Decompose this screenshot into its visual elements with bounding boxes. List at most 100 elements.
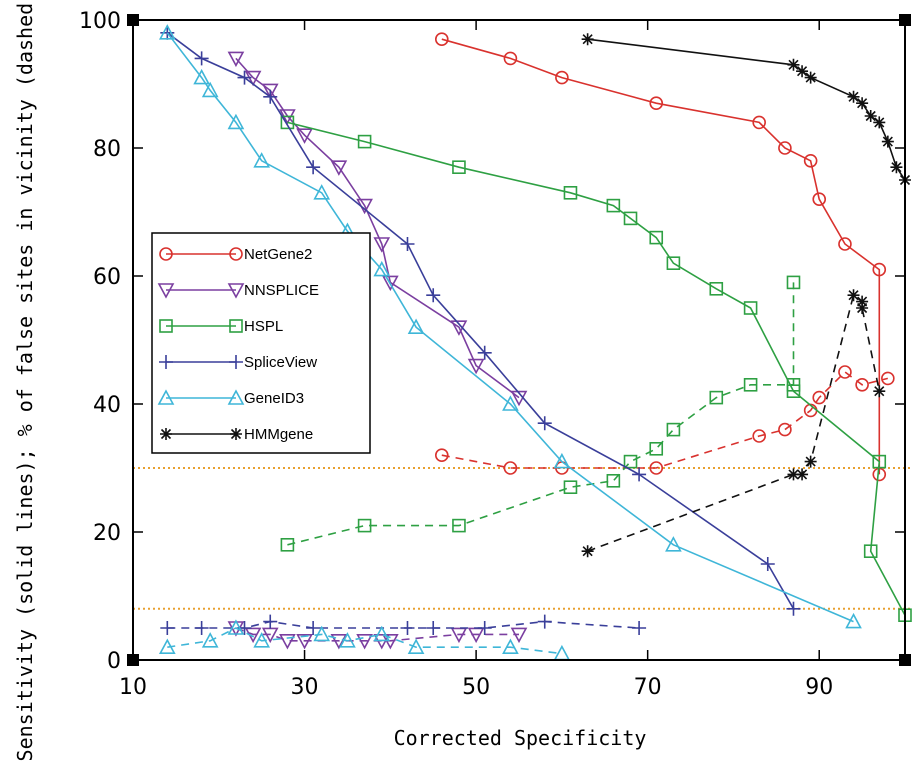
data-point: [787, 468, 800, 481]
data-point: [373, 237, 391, 253]
data-point: [553, 452, 571, 469]
legend-label: NNSPLICE: [244, 282, 319, 299]
data-point: [253, 152, 271, 168]
x-tick-label: 30: [291, 675, 319, 700]
data-point: [477, 621, 492, 635]
data-point: [864, 110, 877, 122]
series-line-hspl-solid: [287, 121, 906, 616]
data-point: [863, 544, 878, 559]
data-point: [606, 473, 621, 488]
y-tick-label: 0: [107, 649, 121, 674]
series-geneid3: [158, 24, 862, 661]
data-point: [467, 358, 485, 375]
data-point: [581, 545, 594, 558]
data-point: [201, 632, 219, 648]
data-point: [159, 247, 173, 261]
y-tick-label: 100: [79, 9, 121, 34]
data-point: [253, 632, 271, 648]
y-axis-title: Sensitivity (solid lines); % of false si…: [13, 0, 37, 761]
series-line-hspl-dashed: [287, 282, 795, 546]
data-point: [752, 429, 766, 443]
data-point: [227, 619, 245, 635]
data-point: [227, 51, 245, 68]
data-point: [803, 154, 818, 168]
legend-label: GeneID3: [244, 390, 304, 407]
series-line-netgene2-solid: [441, 38, 881, 475]
data-point: [160, 621, 175, 635]
legend-label: HSPL: [244, 318, 283, 335]
legend-label: HMMgene: [244, 426, 313, 443]
data-point: [452, 518, 466, 533]
data-point: [632, 621, 647, 635]
data-point: [357, 134, 372, 149]
data-point: [890, 161, 903, 174]
data-point: [227, 389, 245, 405]
data-point: [855, 377, 869, 392]
data-point: [623, 211, 638, 226]
data-point: [194, 51, 209, 66]
data-point: [296, 633, 313, 650]
data-point: [881, 135, 894, 148]
data-point: [157, 283, 175, 299]
data-point: [157, 389, 175, 405]
data-point: [356, 633, 373, 650]
legend-item-geneid3: GeneID3: [157, 389, 304, 407]
data-point: [400, 621, 415, 635]
data-point: [555, 70, 569, 85]
data-point: [778, 422, 792, 437]
data-point: [263, 89, 278, 104]
series-line-nnsplice-solid: [235, 57, 520, 399]
data-point: [665, 536, 682, 552]
data-point: [847, 90, 860, 103]
data-point: [838, 365, 852, 379]
data-point: [796, 468, 809, 481]
data-point: [856, 302, 869, 314]
data-point: [537, 614, 552, 629]
data-point: [752, 115, 766, 130]
data-point: [313, 184, 331, 200]
data-point: [856, 97, 869, 110]
x-axis-title: Corrected Specificity: [394, 726, 647, 750]
legend-box: [151, 232, 371, 454]
data-point: [649, 461, 664, 475]
data-point: [845, 612, 862, 629]
data-point: [477, 345, 492, 360]
data-point: [330, 160, 348, 176]
series-line-netgene2-dashed: [441, 370, 888, 469]
data-point: [229, 355, 243, 369]
x-tick-label: 70: [634, 675, 662, 700]
legend-label: SpliceView: [244, 354, 317, 371]
series-hmmgene: [581, 33, 911, 558]
data-point: [606, 198, 621, 213]
data-point: [330, 633, 348, 650]
data-point: [666, 422, 681, 437]
data-point: [649, 230, 664, 245]
data-point: [279, 633, 296, 650]
series-layer: [158, 24, 912, 661]
data-point: [227, 283, 245, 299]
x-tick-label: 10: [119, 675, 147, 700]
series-spliceview: [160, 25, 801, 635]
data-point: [313, 625, 331, 642]
data-point: [502, 638, 519, 655]
data-point: [796, 65, 809, 78]
data-point: [838, 237, 852, 251]
x-tick-label: 50: [462, 675, 490, 700]
data-point: [434, 32, 449, 47]
data-point: [263, 614, 278, 629]
data-point: [306, 160, 321, 175]
data-point: [373, 633, 391, 650]
data-point: [872, 262, 887, 277]
data-point: [280, 537, 295, 552]
legend: NetGene2 NNSPLICE HSPL SpliceView GeneID3 HMM…: [151, 232, 371, 454]
data-point: [407, 638, 425, 655]
data-point: [237, 70, 252, 85]
data-point: [159, 355, 173, 369]
data-point: [229, 247, 243, 261]
data-point: [847, 289, 860, 302]
data-point: [373, 260, 391, 277]
data-point: [503, 51, 518, 66]
data-point: [563, 480, 578, 495]
data-point: [581, 33, 594, 46]
